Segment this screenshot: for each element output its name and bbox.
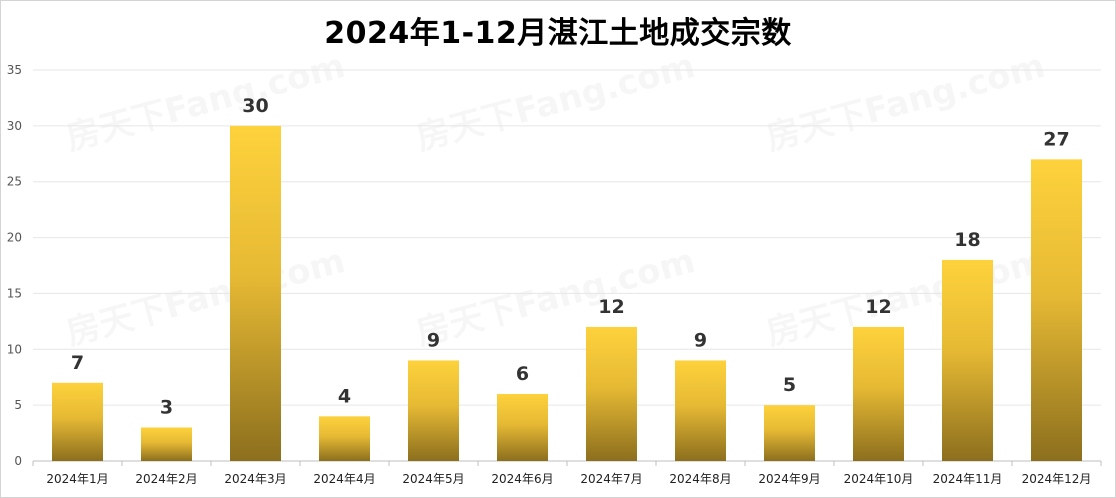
watermark-text: 房天下Fang.com	[762, 46, 1049, 159]
data-label: 18	[954, 229, 980, 251]
data-label: 27	[1043, 128, 1069, 150]
bar	[586, 326, 637, 461]
data-label: 9	[694, 329, 707, 351]
watermark-text: 房天下Fang.com	[62, 241, 349, 354]
y-tick-label: 30	[7, 119, 22, 133]
y-axis: 0 5 10 15 20 25 30 35	[7, 63, 22, 468]
x-tick-label: 2024年10月	[844, 472, 914, 486]
watermark-text: 房天下Fang.com	[762, 241, 1049, 354]
x-tick-label: 2024年11月	[933, 472, 1003, 486]
x-tick-label: 2024年8月	[669, 472, 731, 486]
data-label: 6	[516, 363, 529, 385]
bar	[675, 360, 726, 461]
y-tick-label: 5	[14, 398, 22, 412]
gridlines	[33, 69, 1101, 462]
data-label: 9	[427, 329, 440, 351]
x-tick-label: 2024年1月	[46, 472, 108, 486]
y-tick-label: 10	[7, 342, 22, 356]
data-label: 30	[242, 95, 268, 117]
bars: 7 3 30 4 9 6 12 9 5 12 18 27	[52, 95, 1082, 461]
bar	[230, 125, 281, 461]
bar	[764, 405, 815, 461]
x-tick-label: 2024年6月	[491, 472, 553, 486]
bar	[942, 259, 993, 461]
x-tick-label: 2024年3月	[224, 472, 286, 486]
chart-title: 2024年1-12月湛江土地成交宗数	[324, 16, 792, 51]
data-label: 5	[783, 374, 796, 396]
watermark-text: 房天下Fang.com	[412, 46, 699, 159]
data-label: 7	[71, 352, 84, 374]
bar	[408, 360, 459, 461]
x-tick-label: 2024年4月	[313, 472, 375, 486]
data-label: 12	[865, 296, 891, 318]
x-tick-label: 2024年12月	[1022, 472, 1092, 486]
x-tick-label: 2024年9月	[758, 472, 820, 486]
watermark-text: 房天下Fang.com	[62, 46, 349, 159]
data-label: 12	[598, 296, 624, 318]
y-tick-label: 25	[7, 175, 22, 189]
watermark-layer: 房天下Fang.com 房天下Fang.com 房天下Fang.com 房天下Fang…	[62, 46, 1049, 354]
x-tick-label: 2024年2月	[135, 472, 197, 486]
bar	[141, 427, 192, 461]
watermark-text: 房天下Fang.com	[412, 241, 699, 354]
y-tick-label: 15	[7, 286, 22, 300]
bar	[319, 416, 370, 461]
bar	[52, 382, 103, 461]
y-tick-label: 20	[7, 231, 22, 245]
bar	[497, 393, 548, 461]
y-tick-label: 35	[7, 63, 22, 77]
bar	[853, 326, 904, 461]
x-axis: 2024年1月 2024年2月 2024年3月 2024年4月 2024年5月 2024年…	[32, 461, 1102, 486]
x-tick-label: 2024年5月	[402, 472, 464, 486]
x-tick-label: 2024年7月	[580, 472, 642, 486]
y-tick-label: 0	[14, 454, 22, 468]
bar	[1031, 159, 1082, 461]
data-label: 4	[338, 385, 351, 407]
data-label: 3	[160, 396, 173, 418]
